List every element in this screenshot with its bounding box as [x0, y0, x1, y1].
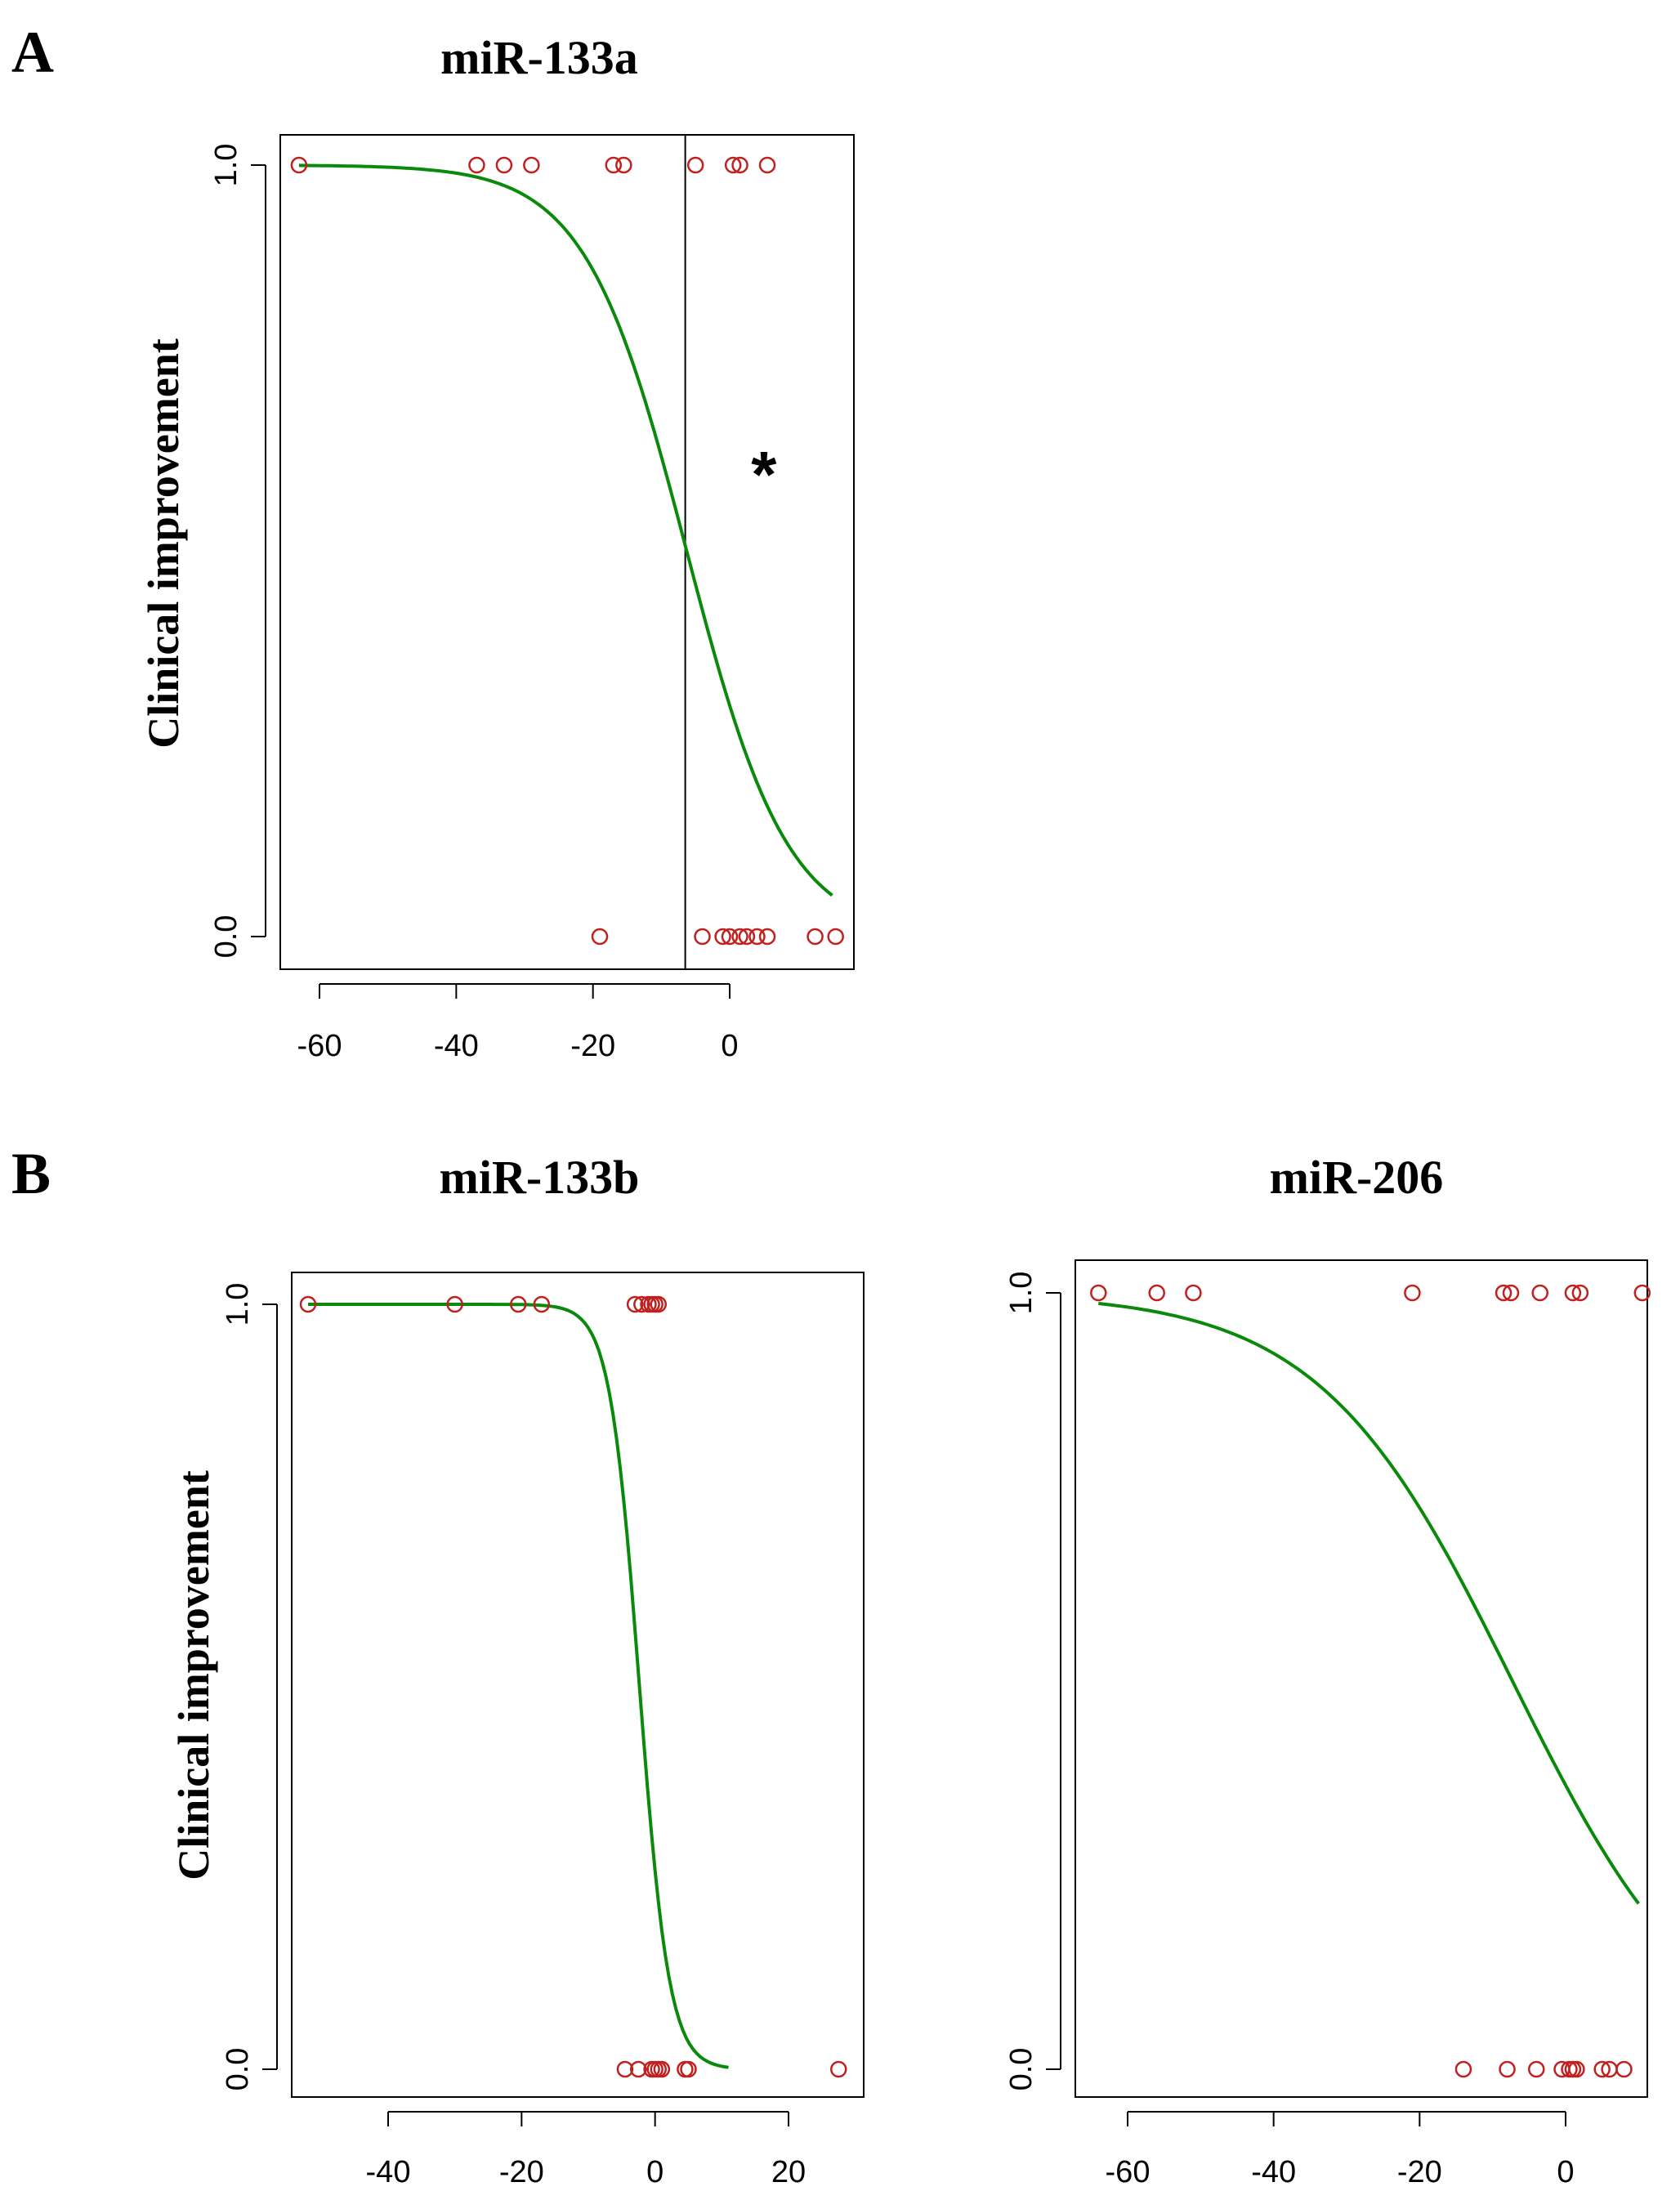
data-point	[1571, 1284, 1589, 1302]
data-point	[1499, 2060, 1516, 2078]
plot-frame	[1075, 1259, 1648, 2098]
data-point	[591, 928, 609, 946]
plot-frame	[279, 134, 855, 970]
data-point	[758, 928, 776, 946]
data-point	[1564, 1284, 1582, 1302]
chart-title: miR-133a	[440, 31, 638, 84]
fit-curve	[298, 163, 833, 897]
data-point	[533, 1295, 551, 1313]
data-point	[1454, 2060, 1472, 2078]
data-point	[724, 156, 742, 174]
data-point	[694, 928, 711, 946]
x-tick-label: 0	[646, 2155, 664, 2189]
x-tick-label: 20	[771, 2155, 806, 2189]
significance-marker: *	[751, 438, 777, 511]
data-point	[650, 1295, 667, 1313]
fit-curve	[308, 1303, 729, 2069]
x-tick-label: -20	[1397, 2155, 1442, 2189]
data-point	[731, 156, 748, 174]
data-point	[446, 1295, 463, 1313]
data-point	[686, 156, 704, 174]
data-point	[510, 1295, 527, 1313]
panel-label-a: A	[11, 20, 54, 85]
data-point	[1528, 2060, 1545, 2078]
x-tick-label: -40	[1251, 2155, 1296, 2189]
data-point	[1593, 2060, 1611, 2078]
panel-label-b: B	[11, 1141, 51, 1206]
data-point	[758, 156, 776, 174]
data-point	[630, 2060, 647, 2078]
y-axis-label: Clinical improvement	[169, 1470, 218, 1880]
data-point	[626, 1295, 644, 1313]
data-point	[806, 928, 824, 946]
data-point	[633, 1295, 650, 1313]
x-tick-label: 0	[1557, 2155, 1574, 2189]
x-tick-label: -20	[570, 1029, 615, 1063]
data-point	[616, 2060, 634, 2078]
data-point	[1568, 2060, 1585, 2078]
x-tick-label: -40	[434, 1029, 479, 1063]
data-point	[1404, 1284, 1421, 1302]
x-tick-label: -60	[1106, 2155, 1151, 2189]
data-point	[1148, 1284, 1165, 1302]
fit-curve	[1098, 1301, 1640, 1905]
data-point	[1564, 2060, 1582, 2078]
data-point	[615, 156, 632, 174]
data-point	[1090, 1284, 1107, 1302]
chart-mir-133b: miR-133b Clinical improvement 0.0 1.0 -40 -20…	[169, 1151, 865, 2189]
x-tick-label: -40	[366, 2155, 411, 2189]
data-point	[299, 1295, 317, 1313]
y-tick-label: 0.0	[221, 2048, 255, 2091]
plot-frame	[291, 1272, 865, 2098]
data-point	[1502, 1284, 1520, 1302]
y-axis-label: Clinical improvement	[139, 338, 188, 748]
data-point	[827, 928, 844, 946]
data-point	[1633, 1284, 1651, 1302]
data-point	[653, 2060, 671, 2078]
y-tick-label: 0.0	[1004, 2048, 1039, 2091]
data-point	[1495, 1284, 1512, 1302]
y-tick-label: 0.0	[209, 915, 244, 959]
chart-mir-206: miR-206 0.0 1.0 -60 -40 -20 0	[1004, 1151, 1651, 2189]
y-tick-label: 1.0	[221, 1283, 255, 1326]
data-point	[721, 928, 739, 946]
chart-title: miR-206	[1270, 1151, 1444, 1204]
y-tick-label: 1.0	[209, 144, 244, 187]
data-point	[680, 2060, 697, 2078]
data-point	[523, 156, 540, 174]
data-point	[1185, 1284, 1202, 1302]
data-point	[830, 2060, 847, 2078]
data-point	[738, 928, 756, 946]
x-tick-label: -20	[499, 2155, 544, 2189]
x-tick-label: 0	[721, 1029, 738, 1063]
y-tick-label: 1.0	[1004, 1272, 1039, 1315]
x-tick-label: -60	[297, 1029, 342, 1063]
data-point	[1531, 1284, 1548, 1302]
chart-title: miR-133b	[440, 1151, 640, 1204]
data-point	[714, 928, 731, 946]
data-point	[731, 928, 748, 946]
data-point	[290, 156, 308, 174]
data-point	[748, 928, 766, 946]
chart-mir-133a: miR-133a Clinical improvement 0.0 1.0 -60 -40…	[139, 31, 855, 1063]
data-point	[677, 2060, 694, 2078]
data-point	[605, 156, 623, 174]
data-point	[1615, 2060, 1633, 2078]
data-point	[468, 156, 485, 174]
data-point	[495, 156, 513, 174]
